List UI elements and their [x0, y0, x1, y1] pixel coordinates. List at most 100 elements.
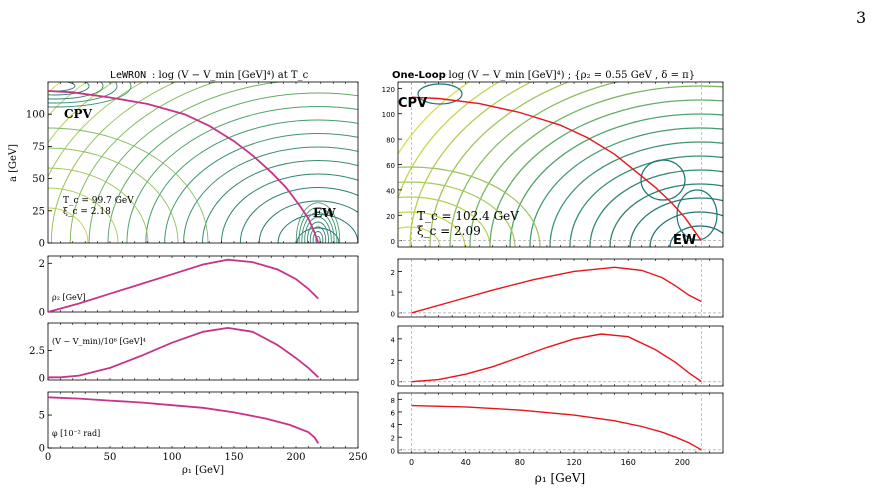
x-tick-label: 200 — [286, 452, 305, 463]
series-line-left-rho2 — [47, 258, 319, 313]
x-tick-label: 160 — [621, 458, 636, 467]
contour-line — [398, 196, 491, 247]
contour-line — [296, 227, 340, 243]
contour-line — [398, 211, 466, 247]
y-tick-label: 0 — [39, 239, 45, 250]
contour-line — [569, 155, 723, 247]
x-tick-label: 200 — [675, 458, 690, 467]
contour-line — [489, 99, 723, 247]
y-tick-label: 6 — [391, 409, 396, 417]
left-title-rest: : log (V − V_min [GeV]⁴) at T_c — [152, 70, 309, 81]
series-line-right-potential — [411, 333, 702, 383]
y-tick-label: 20 — [386, 213, 395, 221]
contour-line — [239, 187, 358, 243]
y-tick-label: 0 — [391, 238, 395, 246]
y-tick-label: 2 — [391, 435, 395, 443]
y-tick-label: 5 — [39, 411, 45, 422]
x-tick-label: 100 — [162, 452, 181, 463]
contour-line — [164, 133, 358, 243]
y-tick-label: 0 — [39, 444, 45, 455]
right-cpv-label: CPV — [398, 96, 427, 111]
contour-line — [417, 83, 463, 105]
right-x-label: ρ₁ [GeV] — [535, 471, 585, 485]
y-tick-label: 2 — [391, 358, 395, 366]
series-line-left-contour — [47, 90, 320, 244]
y-tick-label: 80 — [386, 137, 395, 145]
contour-line — [529, 127, 723, 247]
left-ew-label: EW — [313, 206, 336, 220]
data-series — [47, 90, 702, 451]
y-tick-label: 120 — [382, 86, 395, 94]
contour-line — [220, 173, 358, 243]
left-phase-label: φ [10⁻² rad] — [52, 429, 100, 438]
contour-line — [649, 211, 723, 247]
contour-line — [304, 216, 332, 243]
left-x-label: ρ₁ [GeV] — [182, 465, 224, 476]
x-tick-label: 0 — [45, 452, 51, 463]
panel-frame-right-rho2 — [397, 258, 724, 318]
contour-line — [202, 160, 358, 243]
right-ew-label: EW — [673, 233, 696, 248]
left-title-code: LeWRON — [110, 70, 146, 81]
y-tick-label: 2 — [39, 259, 45, 270]
right-title-code: One-Loop — [392, 70, 446, 81]
y-tick-label: 0 — [39, 308, 45, 319]
y-tick-label: 100 — [26, 110, 45, 121]
y-tick-label: 100 — [382, 111, 395, 119]
panel-frame-left-rho2 — [47, 255, 359, 313]
contour-line — [309, 226, 327, 243]
y-tick-label: 75 — [32, 142, 45, 153]
contour-line — [549, 141, 723, 247]
left-xi-text: ξ_c = 2.18 — [63, 207, 111, 217]
panel-frame-left-potential — [47, 322, 359, 381]
series-line-right-rho2 — [411, 266, 702, 314]
contour-line — [398, 226, 441, 247]
series-line-right-phase — [411, 404, 702, 451]
left-tc-text: T_c = 99.7 GeV — [63, 196, 134, 206]
contour-line — [312, 231, 324, 243]
right-xi-text: ξ_c = 2.09 — [417, 224, 481, 238]
y-tick-label: 60 — [386, 162, 395, 170]
y-tick-label: 0 — [391, 379, 395, 387]
contour-line — [48, 82, 132, 108]
contour-line — [398, 181, 516, 247]
y-tick-label: 2.5 — [29, 346, 45, 357]
x-tick-label: 50 — [104, 452, 117, 463]
y-tick-label: 2 — [391, 269, 395, 277]
right-title-rest: : log (V − V_min [GeV]⁴) ; {ρ₂ = 0.55 Ge… — [442, 70, 695, 81]
panel-frame-right-potential — [397, 325, 724, 387]
contour-line — [307, 221, 329, 243]
left-rho2-label: ρ₂ [GeV] — [52, 293, 86, 302]
right-contour-field — [398, 82, 723, 247]
panel-frame-left-contour — [47, 81, 359, 244]
contour-line — [315, 235, 321, 243]
x-tick-label: 40 — [461, 458, 471, 467]
series-line-right-contour — [411, 96, 702, 242]
panel-frame-right-phase — [397, 392, 724, 454]
contour-line — [258, 200, 358, 243]
contour-line — [48, 82, 90, 96]
page-number: 3 — [856, 8, 867, 27]
x-tick-label: 150 — [224, 452, 243, 463]
contour-line — [145, 119, 358, 243]
y-tick-label: 50 — [32, 174, 45, 185]
contour-line — [589, 169, 723, 247]
series-line-left-potential — [48, 326, 319, 379]
x-tick-label: 80 — [515, 458, 525, 467]
y-tick-label: 1 — [391, 290, 395, 298]
y-tick-label: 25 — [32, 206, 45, 217]
contour-line — [676, 189, 718, 241]
y-tick-label: 0 — [39, 373, 45, 384]
contour-line — [298, 207, 338, 243]
contour-line — [509, 113, 723, 247]
contour-line — [398, 166, 541, 247]
guide-lines — [398, 82, 723, 453]
right-tc-text: T_c = 102.4 GeV — [417, 209, 519, 223]
y-tick-label: 0 — [391, 447, 395, 455]
x-tick-label: 250 — [348, 452, 367, 463]
panel-frame-left-phase — [47, 391, 359, 449]
contour-line — [629, 197, 723, 247]
x-tick-label: 120 — [566, 458, 581, 467]
